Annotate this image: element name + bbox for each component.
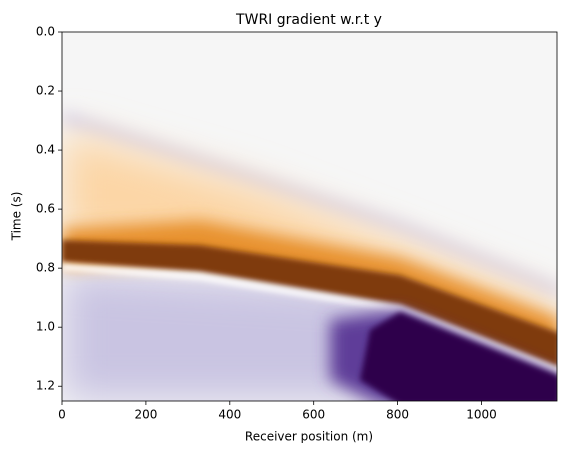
heatmap-field	[62, 32, 557, 401]
x-axis-label: Receiver position (m)	[245, 430, 373, 444]
x-tick-label: 1000	[466, 408, 497, 422]
x-tick-label: 800	[386, 408, 409, 422]
y-tick-label: 0.2	[36, 84, 55, 98]
x-tick-label: 200	[134, 408, 157, 422]
y-tick-label: 1.2	[36, 379, 55, 393]
y-axis-label: Time (s)	[10, 192, 24, 242]
y-tick-label: 0.4	[36, 143, 55, 157]
x-tick-label: 600	[302, 408, 325, 422]
y-tick-label: 0.0	[36, 25, 55, 39]
x-tick-label: 0	[58, 408, 66, 422]
y-tick-label: 0.8	[36, 261, 55, 275]
y-tick-label: 1.0	[36, 320, 55, 334]
x-tick-label: 400	[218, 408, 241, 422]
plot-frame	[61, 31, 558, 402]
chart-title: TWRI gradient w.r.t y	[235, 12, 382, 28]
y-tick-label: 0.6	[36, 202, 55, 216]
